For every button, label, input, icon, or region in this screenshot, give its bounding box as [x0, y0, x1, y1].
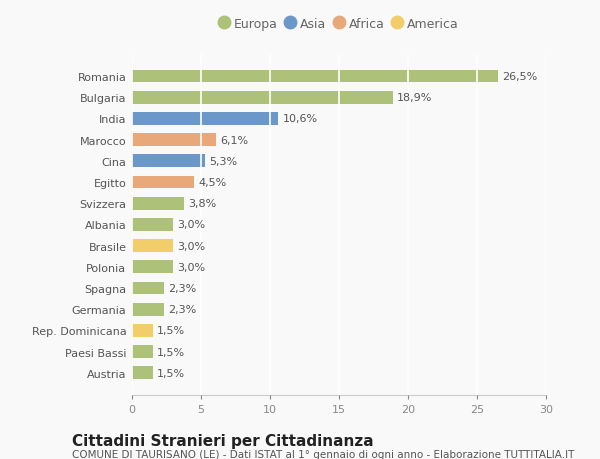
Bar	[132, 282, 164, 295]
Text: Cittadini Stranieri per Cittadinanza: Cittadini Stranieri per Cittadinanza	[72, 433, 374, 448]
Text: 3,8%: 3,8%	[188, 199, 217, 209]
Text: 6,1%: 6,1%	[220, 135, 248, 146]
Bar	[132, 155, 205, 168]
Bar	[132, 134, 216, 147]
Text: 2,3%: 2,3%	[168, 304, 196, 314]
Bar	[132, 71, 498, 83]
Bar	[132, 218, 173, 231]
Text: 1,5%: 1,5%	[157, 368, 185, 378]
Bar	[132, 261, 173, 274]
Text: 1,5%: 1,5%	[157, 347, 185, 357]
Bar	[132, 113, 278, 125]
Text: 3,0%: 3,0%	[178, 241, 206, 251]
Bar	[132, 197, 184, 210]
Bar	[132, 240, 173, 252]
Text: 10,6%: 10,6%	[283, 114, 317, 124]
Bar	[132, 92, 393, 104]
Text: 18,9%: 18,9%	[397, 93, 433, 103]
Bar	[132, 346, 152, 358]
Text: 4,5%: 4,5%	[198, 178, 226, 188]
Text: 26,5%: 26,5%	[502, 72, 537, 82]
Text: 5,3%: 5,3%	[209, 157, 238, 167]
Bar	[132, 176, 194, 189]
Text: 3,0%: 3,0%	[178, 220, 206, 230]
Text: 1,5%: 1,5%	[157, 326, 185, 336]
Legend: Europa, Asia, Africa, America: Europa, Asia, Africa, America	[215, 14, 463, 34]
Text: 3,0%: 3,0%	[178, 262, 206, 272]
Bar	[132, 367, 152, 379]
Bar	[132, 303, 164, 316]
Bar	[132, 325, 152, 337]
Text: 2,3%: 2,3%	[168, 283, 196, 293]
Text: COMUNE DI TAURISANO (LE) - Dati ISTAT al 1° gennaio di ogni anno - Elaborazione : COMUNE DI TAURISANO (LE) - Dati ISTAT al…	[72, 449, 574, 459]
